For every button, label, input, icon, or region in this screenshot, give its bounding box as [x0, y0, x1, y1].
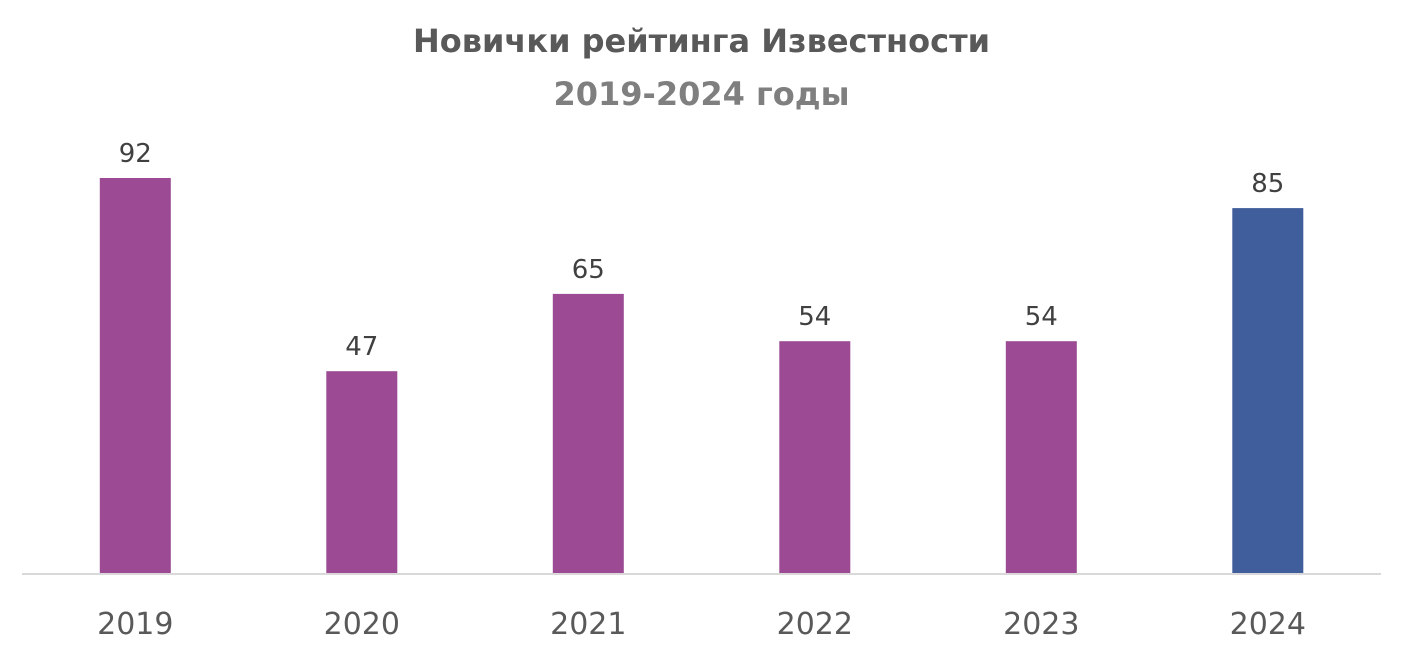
data-labels-layer: 92 47 65 54 54 85 [119, 139, 1285, 362]
chart-subtitle: 2019-2024 годы [553, 75, 850, 113]
chart-title: Новички рейтинга Известности [412, 22, 991, 60]
bar-2019 [99, 178, 171, 573]
data-label-2024: 85 [1251, 169, 1284, 199]
x-tick-labels-layer: 2019 2020 2021 2022 2023 2024 [97, 607, 1306, 642]
data-label-2019: 92 [119, 139, 152, 169]
bars-layer [99, 178, 1304, 573]
bar-2023 [1005, 341, 1077, 573]
bar-2022 [779, 341, 851, 573]
data-label-2021: 65 [572, 255, 605, 285]
bar-2024 [1232, 208, 1304, 573]
x-tick-label-2021: 2021 [550, 607, 626, 642]
bar-2020 [326, 371, 398, 573]
x-tick-label-2023: 2023 [1003, 607, 1079, 642]
data-label-2020: 47 [345, 332, 378, 362]
data-label-2023: 54 [1025, 302, 1058, 332]
x-tick-label-2019: 2019 [97, 607, 173, 642]
x-tick-label-2024: 2024 [1230, 607, 1306, 642]
x-tick-label-2022: 2022 [777, 607, 853, 642]
data-label-2022: 54 [798, 302, 831, 332]
bar-2021 [552, 293, 624, 573]
x-tick-label-2020: 2020 [324, 607, 400, 642]
